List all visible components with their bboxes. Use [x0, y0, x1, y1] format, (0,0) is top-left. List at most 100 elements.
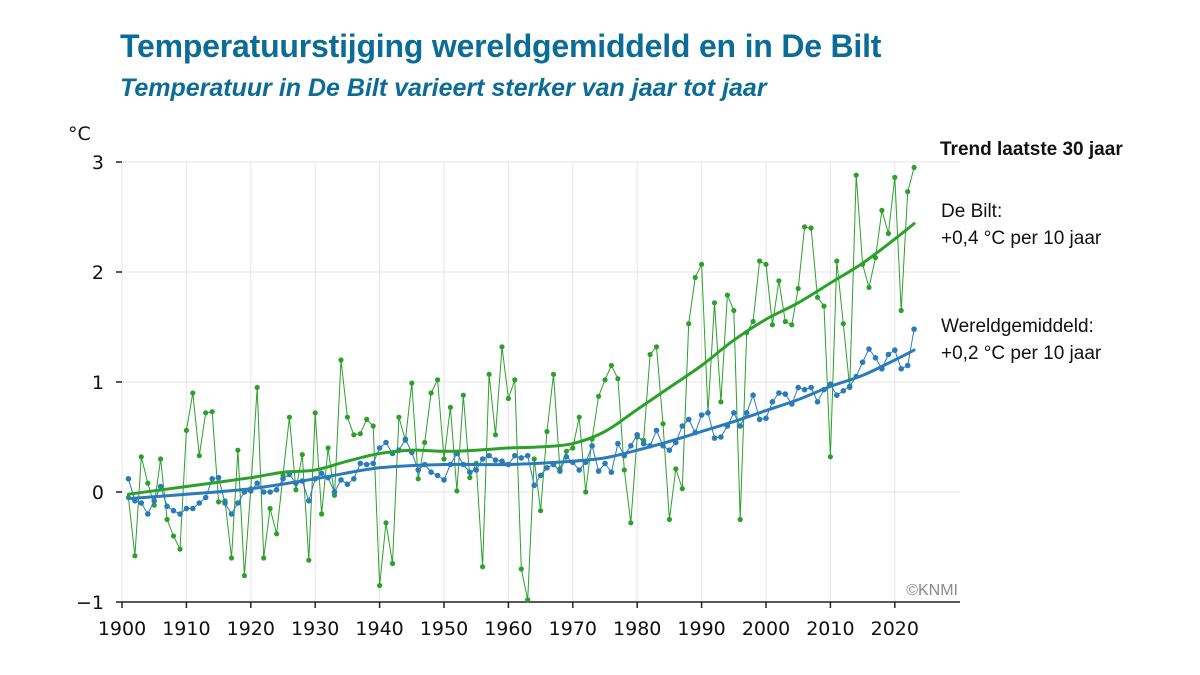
world_annual-point-1916: [222, 500, 228, 506]
chart-title: Temperatuurstijging wereldgemiddeld en i…: [120, 28, 882, 64]
debilt_trend-line: [126, 222, 916, 496]
y-tick-label-4: 3: [92, 152, 104, 174]
debilt_annual-point-1972: [583, 489, 589, 495]
debilt_annual-point-1957: [486, 371, 492, 377]
debilt_annual-point-1956: [480, 564, 486, 570]
x-tick-label-1970: 1970: [549, 618, 597, 640]
debilt_annual-point-2003: [782, 318, 788, 325]
debilt_annual-point-1971: [576, 414, 582, 420]
debilt_annual-point-1934: [338, 357, 344, 363]
world_annual-point-1912: [196, 500, 203, 506]
world_annual-point-1934: [338, 477, 344, 483]
debilt_annual-point-1908: [170, 533, 177, 539]
debilt_annual-point-1989: [692, 274, 698, 281]
credit-label: ©KNMI: [906, 582, 958, 599]
world_annual-point-1918: [235, 500, 241, 506]
debilt_annual-point-1975: [602, 377, 608, 383]
world_annual-point-2002: [776, 390, 782, 396]
debilt_annual-point-1909: [177, 546, 183, 552]
debilt_annual-point-1941: [383, 520, 389, 526]
debilt_annual-point-2007: [808, 225, 814, 231]
debilt_annual-point-2000: [763, 261, 769, 267]
debilt_annual-point-1986: [673, 466, 679, 472]
world_annual-point-1941: [383, 439, 389, 446]
world_annual-point-1954: [467, 469, 473, 476]
world_annual-point-1946: [415, 467, 422, 473]
series-layer: [125, 164, 917, 603]
world_annual-point-1988: [685, 416, 692, 423]
world_annual-point-1996: [737, 423, 743, 429]
world_annual-point-1937: [357, 460, 364, 467]
debilt_annual-point-1979: [628, 520, 634, 526]
debilt_annual-point-1994: [724, 292, 731, 298]
debilt_annual-point-1913: [203, 410, 209, 416]
world_annual-point-1983: [653, 427, 660, 434]
debilt_annual-point-1902: [132, 553, 138, 559]
debilt_annual-point-1930: [312, 410, 318, 416]
debilt-trend-rate: +0,4 °C per 10 jaar: [941, 228, 1102, 249]
world_annual-point-2015: [859, 359, 866, 366]
world_annual-point-2012: [840, 388, 847, 394]
debilt_annual-point-1967: [550, 371, 557, 377]
debilt_annual-point-1948: [428, 390, 434, 396]
debilt_annual-point-1990: [699, 261, 705, 267]
world-trend-name: Wereldgemiddeld:: [941, 316, 1094, 337]
x-tick-label-2010: 2010: [806, 618, 854, 640]
world_annual-point-1999: [756, 416, 763, 423]
debilt_annual-point-1918: [235, 447, 241, 453]
world_annual-point-1995: [731, 410, 737, 416]
world_annual-point-1975: [602, 460, 608, 467]
world_annual-point-1981: [640, 440, 647, 447]
x-tick-label-1990: 1990: [677, 618, 725, 640]
world_annual-point-1907: [164, 503, 170, 510]
world_annual-point-1909: [177, 511, 183, 517]
world_annual-point-2000: [763, 415, 769, 422]
world_annual-point-1998: [750, 392, 756, 399]
x-tick-label-1920: 1920: [227, 618, 275, 640]
world_annual-point-1922: [260, 489, 267, 495]
world_annual-point-1976: [608, 469, 615, 476]
y-tick-label-0: −1: [76, 592, 104, 614]
x-tick-label-2020: 2020: [871, 618, 919, 640]
world_annual-point-1980: [634, 432, 640, 438]
world_annual-point-1979: [628, 443, 634, 449]
debilt_annual-point-1999: [757, 258, 763, 264]
debilt_annual-point-1915: [216, 499, 222, 505]
world_annual-point-2022: [904, 362, 911, 369]
x-tick-label-2000: 2000: [742, 618, 790, 640]
world_annual-point-1990: [698, 412, 705, 418]
world_annual-point-1904: [145, 511, 151, 517]
debilt_annual-point-1921: [254, 384, 260, 391]
debilt_annual-point-1998: [750, 318, 756, 325]
debilt_annual-point-1985: [666, 516, 673, 523]
debilt_annual-point-1924: [274, 531, 280, 537]
debilt_annual-point-1906: [158, 456, 164, 462]
debilt_annual-point-1954: [467, 475, 473, 481]
world_annual-point-1961: [512, 452, 518, 459]
world_annual-point-1925: [280, 476, 286, 482]
world_annual-point-1971: [576, 467, 582, 473]
world_annual-point-1969: [563, 454, 570, 460]
world-trend-rate: +0,2 °C per 10 jaar: [941, 343, 1102, 364]
world_annual-point-1950: [441, 477, 447, 483]
debilt_annual-point-2012: [840, 321, 846, 327]
x-tick-label-1940: 1940: [355, 618, 403, 640]
world_annual-point-1903: [138, 500, 145, 506]
debilt_annual-point-1917: [228, 555, 235, 561]
debilt_annual-point-2021: [898, 307, 904, 314]
world_annual-point-2005: [795, 384, 801, 391]
debilt_annual-point-1911: [190, 390, 196, 396]
world_annual-point-1944: [402, 436, 409, 443]
world_annual-point-1968: [557, 468, 563, 474]
world_annual-point-1993: [718, 434, 724, 440]
world_annual-point-1956: [479, 456, 486, 462]
debilt_annual-point-1962: [518, 566, 524, 572]
debilt_annual-point-1907: [164, 516, 170, 523]
world_annual-point-1962: [518, 455, 525, 461]
debilt_annual-point-1904: [145, 480, 151, 486]
debilt_annual-point-2005: [795, 285, 801, 292]
debilt_annual-point-1947: [422, 439, 428, 446]
x-tick-label-1950: 1950: [420, 618, 468, 640]
debilt_annual-point-2006: [802, 224, 808, 230]
world_annual-point-1924: [273, 487, 280, 493]
